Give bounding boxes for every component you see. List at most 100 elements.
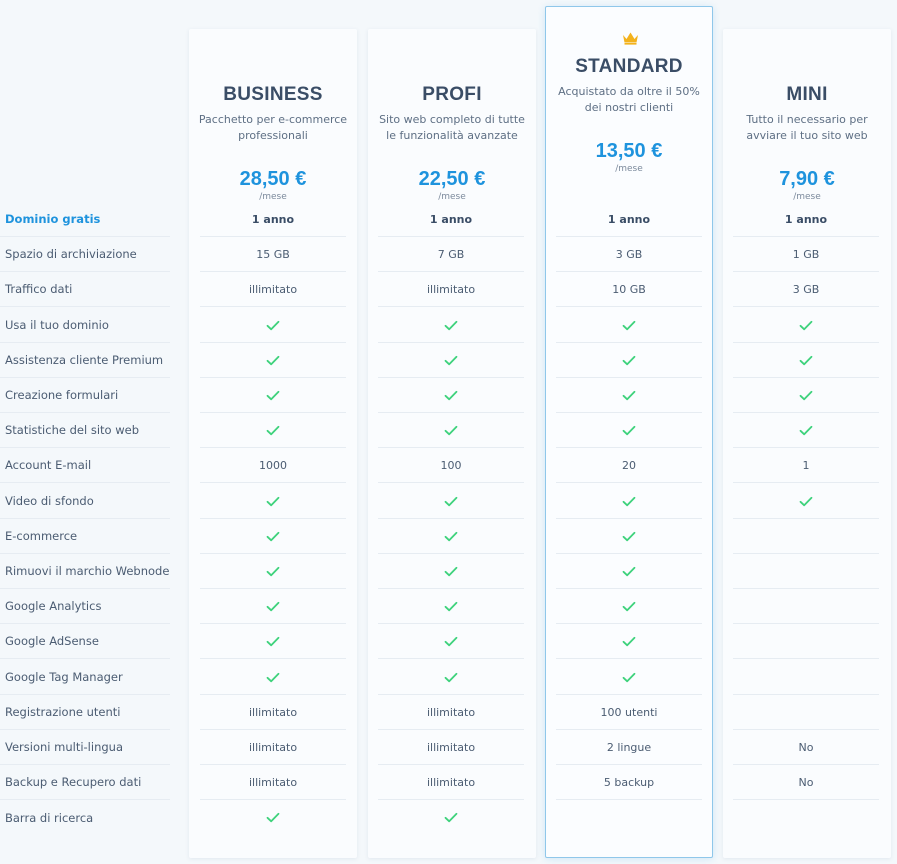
feature-cell: illimitato	[378, 730, 524, 765]
feature-value: illimitato	[426, 705, 476, 719]
check-icon	[622, 636, 636, 646]
check-icon	[622, 425, 636, 435]
feature-cell: 1 GB	[733, 237, 879, 272]
feature-cell	[556, 378, 702, 413]
check-icon	[444, 672, 458, 682]
plan-price: 22,50 €	[418, 168, 486, 190]
check-icon	[444, 566, 458, 576]
feature-label: E-commerce	[0, 519, 170, 554]
feature-value: illimitato	[426, 740, 476, 754]
check-icon	[444, 601, 458, 611]
feature-cell	[200, 660, 346, 695]
feature-label: Account E-mail	[0, 448, 170, 483]
feature-value: 100	[440, 458, 462, 472]
feature-label: Rimuovi il marchio Webnode	[0, 554, 170, 589]
feature-cell	[200, 378, 346, 413]
feature-cell	[733, 343, 879, 378]
feature-cell: illimitato	[200, 695, 346, 730]
check-icon	[444, 390, 458, 400]
feature-cell	[733, 660, 879, 695]
feature-cell	[378, 800, 524, 835]
feature-cell	[733, 800, 879, 835]
check-icon	[622, 566, 636, 576]
feature-label: Google Tag Manager	[0, 660, 170, 695]
check-icon	[799, 390, 813, 400]
check-icon	[622, 496, 636, 506]
feature-cell: 100	[378, 448, 524, 483]
feature-cell	[733, 589, 879, 624]
feature-cell	[556, 519, 702, 554]
plan-card-mini: MINI Tutto il necessario per avviare il …	[723, 29, 891, 858]
feature-value: 1 anno	[251, 212, 295, 226]
feature-cell	[556, 589, 702, 624]
feature-cell: illimitato	[378, 765, 524, 800]
feature-cell: 20	[556, 448, 702, 483]
feature-cell: 1 anno	[556, 202, 702, 237]
feature-label: Dominio gratis	[0, 202, 170, 237]
check-icon	[444, 812, 458, 823]
feature-cell: illimitato	[200, 765, 346, 800]
feature-cell	[200, 413, 346, 448]
feature-cell: No	[733, 730, 879, 765]
feature-label: Traffico dati	[0, 272, 170, 307]
feature-label: Registrazione utenti	[0, 695, 170, 730]
feature-value: 10 GB	[612, 282, 646, 296]
plan-card-profi: PROFI Sito web completo di tutte le funz…	[368, 29, 536, 858]
plan-description: Sito web completo di tutte le funzionali…	[379, 113, 525, 142]
check-icon	[266, 566, 280, 576]
feature-value: illimitato	[248, 775, 298, 789]
feature-cell: 1	[733, 448, 879, 483]
check-icon	[622, 672, 636, 682]
feature-cell	[733, 308, 879, 343]
feature-cell	[378, 413, 524, 448]
feature-cell	[378, 519, 524, 554]
check-icon	[266, 320, 280, 330]
check-icon	[444, 496, 458, 506]
plan-name: PROFI	[422, 84, 482, 105]
feature-cell: 1 anno	[200, 202, 346, 237]
feature-cell	[733, 378, 879, 413]
feature-cell	[200, 484, 346, 519]
feature-label: Creazione formulari	[0, 378, 170, 413]
check-icon	[444, 531, 458, 541]
check-icon	[622, 320, 636, 330]
feature-cell	[556, 800, 702, 835]
feature-value: 1 anno	[784, 212, 828, 226]
plan-period: /mese	[259, 192, 287, 202]
feature-cell: 1000	[200, 448, 346, 483]
feature-value: No	[798, 775, 814, 789]
feature-value: illimitato	[248, 705, 298, 719]
plan-name: MINI	[786, 84, 828, 105]
check-icon	[622, 355, 636, 365]
feature-value: No	[798, 740, 814, 754]
feature-value: 1 GB	[792, 247, 820, 261]
check-icon	[266, 636, 280, 646]
feature-cell: 15 GB	[200, 237, 346, 272]
check-icon	[622, 390, 636, 400]
check-icon	[799, 496, 813, 506]
feature-cell: 1 anno	[733, 202, 879, 237]
feature-cell: illimitato	[378, 272, 524, 307]
feature-cell	[733, 554, 879, 589]
check-icon	[266, 812, 280, 823]
check-icon	[266, 390, 280, 400]
feature-cell: illimitato	[378, 695, 524, 730]
feature-cell	[556, 484, 702, 519]
feature-cell	[556, 554, 702, 589]
check-icon	[266, 672, 280, 682]
check-icon	[266, 355, 280, 365]
feature-cell	[733, 484, 879, 519]
feature-cell: 10 GB	[556, 272, 702, 307]
feature-value: 1	[802, 458, 810, 472]
feature-cell	[733, 624, 879, 659]
plan-period: /mese	[615, 164, 643, 174]
feature-value: illimitato	[426, 282, 476, 296]
plan-description: Pacchetto per e-commerce professionali	[198, 113, 348, 142]
feature-cell	[200, 308, 346, 343]
feature-cell	[200, 800, 346, 835]
feature-value: illimitato	[248, 740, 298, 754]
feature-value: 7 GB	[437, 247, 465, 261]
feature-label: Barra di ricerca	[5, 810, 94, 825]
check-icon	[444, 355, 458, 365]
feature-value: 1 anno	[607, 212, 651, 226]
